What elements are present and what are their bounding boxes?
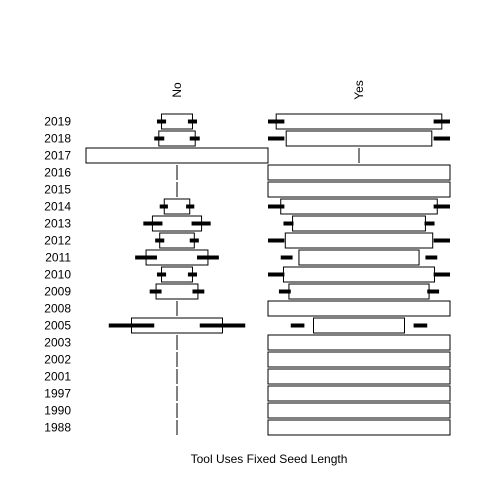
cell-yes-2005 (313, 317, 405, 334)
row-label-2003: 2003 (44, 336, 71, 350)
row-label-2015: 2015 (44, 183, 71, 197)
row-label-2008: 2008 (44, 302, 71, 316)
row-label-2014: 2014 (44, 200, 71, 214)
row-label-2018: 2018 (44, 132, 71, 146)
row-label-2001: 2001 (44, 370, 71, 384)
cell-no-2017 (85, 147, 269, 164)
column-labels: No Yes (170, 80, 366, 100)
cell-no-2019 (161, 113, 193, 130)
cell-yes-2014 (280, 198, 438, 215)
cell-yes-2016 (267, 164, 451, 181)
row-label-1997: 1997 (44, 387, 71, 401)
row-label-2012: 2012 (44, 234, 71, 248)
cell-yes-2008 (267, 300, 451, 317)
row-label-2013: 2013 (44, 217, 71, 231)
column-label-no: No (170, 82, 184, 98)
chart-boxes (85, 113, 451, 436)
cell-no-2014 (163, 198, 191, 215)
chart-ci-bars (108, 119, 450, 328)
cell-yes-2011 (298, 249, 420, 266)
cell-yes-2012 (284, 232, 434, 249)
column-label-yes: Yes (352, 80, 366, 100)
row-label-2011: 2011 (45, 251, 71, 265)
cell-yes-2002 (267, 351, 451, 368)
row-label-2017: 2017 (44, 149, 71, 163)
row-labels: 2019 2018 2017 2016 2015 2014 2013 2012 2011 2010… (44, 115, 71, 435)
row-label-2019: 2019 (44, 115, 71, 129)
row-label-2009: 2009 (44, 285, 71, 299)
cell-yes-1990 (267, 402, 451, 419)
row-label-2005: 2005 (44, 319, 71, 333)
cell-yes-2001 (267, 368, 451, 385)
cell-yes-1988 (267, 419, 451, 436)
cell-yes-2015 (267, 181, 451, 198)
cell-yes-2003 (267, 334, 451, 351)
cell-no-2009 (155, 283, 199, 300)
row-label-2016: 2016 (44, 166, 71, 180)
row-label-2002: 2002 (44, 353, 71, 367)
row-label-1990: 1990 (44, 404, 71, 418)
cell-yes-1997 (267, 385, 451, 402)
cell-yes-2010 (282, 266, 436, 283)
row-label-2010: 2010 (44, 268, 71, 282)
row-label-1988: 1988 (44, 421, 71, 435)
cell-yes-2013 (292, 215, 426, 232)
x-axis-label: Tool Uses Fixed Seed Length (191, 452, 348, 466)
cell-yes-2009 (288, 283, 430, 300)
cell-yes-2018 (285, 130, 433, 147)
cell-no-2010 (161, 266, 193, 283)
cell-yes-2019 (275, 113, 443, 130)
cell-no-2012 (159, 232, 195, 249)
